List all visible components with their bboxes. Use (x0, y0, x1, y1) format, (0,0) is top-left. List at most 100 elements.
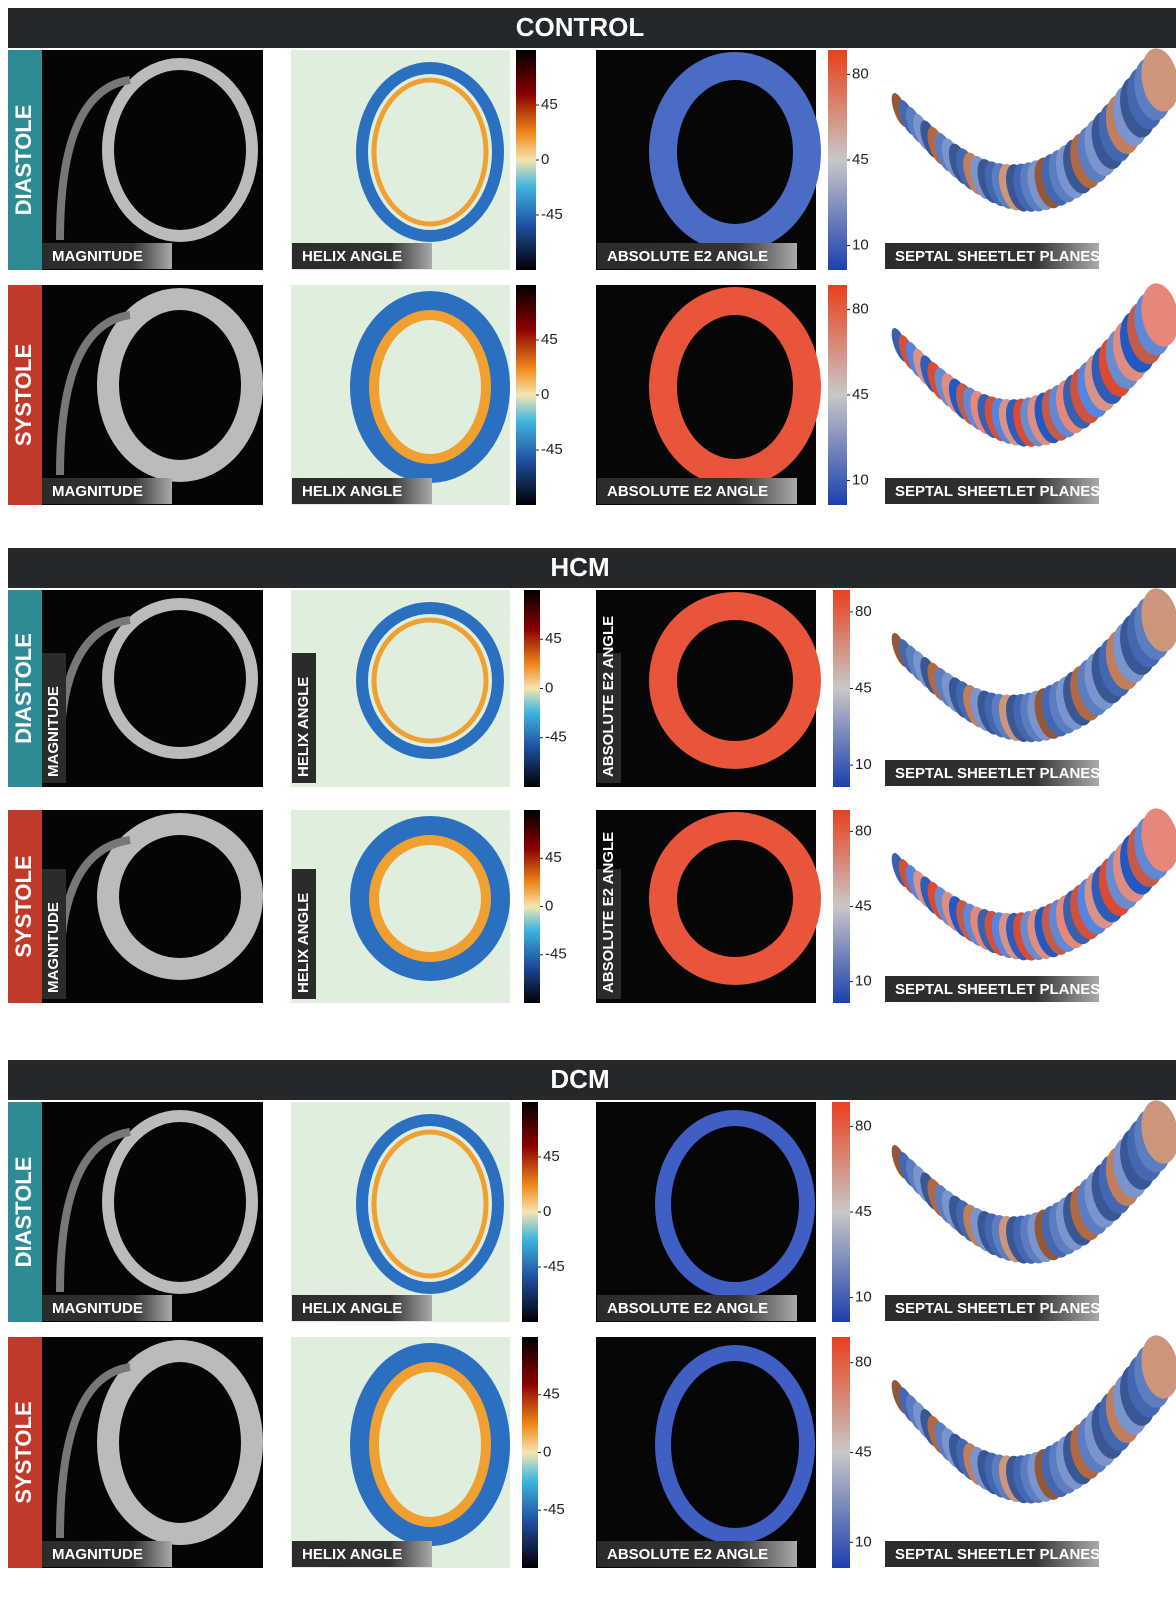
colorbar-tick-label: 10 (855, 973, 872, 990)
helix-ring-outer (356, 62, 504, 242)
sheetlet-planes (891, 1100, 1176, 1264)
colorbar-tick-label: 45 (541, 331, 558, 348)
ventricle-wall (56, 311, 131, 476)
e2-ring (649, 287, 821, 487)
panel-label: MAGNITUDE (52, 1300, 143, 1317)
panel-label-box (42, 653, 66, 783)
colorbar-tick-label: 10 (852, 472, 869, 489)
panel-label: ABSOLUTE E2 ANGLE (607, 1300, 768, 1317)
panel-label-box (597, 243, 797, 269)
panel-label: MAGNITUDE (52, 248, 143, 265)
colorbar-tick-label: 45 (852, 386, 869, 403)
ventricle-ring (97, 288, 263, 482)
colorbar (832, 1102, 850, 1322)
row-label: SYSTOLE (11, 1401, 36, 1503)
row-strip (8, 285, 42, 505)
colorbar-tick-label: 0 (541, 151, 549, 168)
panel-label: ABSOLUTE E2 ANGLE (600, 616, 617, 777)
colorbar-tick-label: 80 (855, 1354, 872, 1371)
ventricle-ring (102, 58, 258, 242)
colorbar-tick-label: 10 (855, 1533, 872, 1550)
group-header (8, 1060, 1176, 1100)
helix-ring-inner (371, 77, 489, 227)
helix-ring-inner (371, 617, 489, 744)
colorbar-tick-label: 45 (855, 897, 872, 914)
panel-label: SEPTAL SHEETLET PLANES (895, 483, 1100, 500)
panel-label: SEPTAL SHEETLET PLANES (895, 1300, 1100, 1317)
ventricle-ring (102, 1110, 258, 1294)
panel-label-box (42, 478, 172, 504)
colorbar (524, 590, 540, 787)
colorbar (828, 50, 847, 270)
colorbar-tick-label: -45 (541, 441, 563, 458)
row-strip (8, 590, 42, 787)
colorbar-tick-label: 0 (543, 1443, 551, 1460)
helix-ring-outer (356, 1114, 504, 1294)
colorbar-tick-label: 45 (545, 630, 562, 647)
row-strip (8, 50, 42, 270)
sheetlet (1141, 283, 1176, 347)
panel-label-box (292, 1295, 432, 1321)
panel-label-box (885, 760, 1099, 786)
row-label: SYSTOLE (11, 344, 36, 446)
e2-ring (649, 592, 821, 769)
panel-label-box (42, 243, 172, 269)
ventricle-wall (56, 1363, 131, 1539)
ventricle-wall (56, 76, 131, 241)
row-strip (8, 810, 42, 1003)
panel-label-box (42, 869, 66, 999)
sheetlet-planes (891, 283, 1176, 447)
colorbar-tick-label: 45 (543, 1148, 560, 1165)
colorbar (524, 810, 540, 1003)
panel-label: MAGNITUDE (52, 483, 143, 500)
colorbar (516, 285, 536, 505)
colorbar-tick-label: -45 (543, 1501, 565, 1518)
panel-label: SEPTAL SHEETLET PLANES (895, 765, 1100, 782)
colorbar (522, 1337, 538, 1568)
colorbar (833, 590, 850, 787)
panel-label: MAGNITUDE (45, 686, 62, 777)
colorbar-tick-label: -45 (543, 1258, 565, 1275)
helix-ring-inner (369, 835, 491, 962)
panel-label-box (597, 478, 797, 504)
panel-label-box (885, 243, 1099, 269)
panel-label: ABSOLUTE E2 ANGLE (607, 483, 768, 500)
sheetlet-planes (891, 808, 1176, 961)
panel-label-box (597, 1295, 797, 1321)
ventricle-wall (56, 1128, 131, 1293)
panel-label-box (597, 869, 621, 999)
panel-label: ABSOLUTE E2 ANGLE (607, 1546, 768, 1563)
panel-label-box (597, 1541, 797, 1567)
ventricle-ring (97, 1340, 263, 1545)
colorbar-tick-label: -45 (545, 946, 567, 963)
row-label: DIASTOLE (11, 633, 36, 744)
e2-ring (649, 52, 821, 252)
helix-ring-inner (369, 310, 491, 464)
ventricle-ring (97, 813, 263, 980)
row-label: DIASTOLE (11, 105, 36, 216)
panel-label: HELIX ANGLE (295, 677, 312, 777)
sheetlet (1141, 1335, 1176, 1399)
colorbar-tick-label: 0 (545, 897, 553, 914)
panel-label-box (292, 1541, 432, 1567)
group-title: HCM (550, 552, 609, 582)
colorbar-tick-label: -45 (545, 729, 567, 746)
e2-ring (649, 812, 821, 985)
helix-ring-outer (350, 816, 510, 981)
panel-label-box (885, 1541, 1099, 1567)
colorbar-tick-label: 80 (855, 1117, 872, 1134)
panel-label-box (42, 1541, 172, 1567)
colorbar (516, 50, 536, 270)
helix-ring-inner (371, 1129, 489, 1279)
colorbar-tick-label: 0 (545, 679, 553, 696)
colorbar-tick-label: 10 (855, 1289, 872, 1306)
group-title: DCM (550, 1064, 609, 1094)
panel-label-box (885, 1295, 1099, 1321)
colorbar-tick-label: 80 (852, 300, 869, 317)
row-label: DIASTOLE (11, 1157, 36, 1268)
row-strip (8, 1337, 42, 1568)
panel-label-box (885, 976, 1099, 1002)
sheetlet-planes (891, 48, 1176, 212)
colorbar-tick-label: 80 (855, 603, 872, 620)
